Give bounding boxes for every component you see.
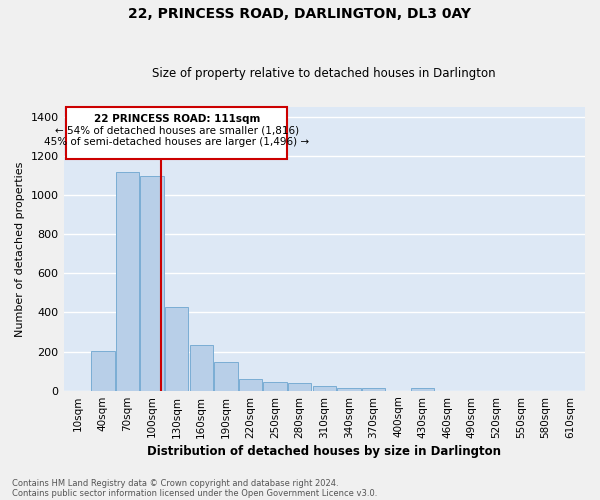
Bar: [337, 388, 361, 390]
Bar: [140, 176, 164, 390]
Text: 45% of semi-detached houses are larger (1,496) →: 45% of semi-detached houses are larger (…: [44, 138, 309, 147]
Y-axis label: Number of detached properties: Number of detached properties: [15, 161, 25, 336]
Bar: [313, 386, 336, 390]
Bar: [362, 388, 385, 390]
Bar: [116, 172, 139, 390]
Text: 22 PRINCESS ROAD: 111sqm: 22 PRINCESS ROAD: 111sqm: [94, 114, 260, 124]
Bar: [190, 344, 213, 391]
X-axis label: Distribution of detached houses by size in Darlington: Distribution of detached houses by size …: [147, 444, 501, 458]
Text: 22, PRINCESS ROAD, DARLINGTON, DL3 0AY: 22, PRINCESS ROAD, DARLINGTON, DL3 0AY: [128, 8, 472, 22]
Bar: [411, 388, 434, 390]
Text: Contains HM Land Registry data © Crown copyright and database right 2024.: Contains HM Land Registry data © Crown c…: [12, 478, 338, 488]
Bar: [263, 382, 287, 390]
Bar: [165, 306, 188, 390]
Bar: [239, 378, 262, 390]
Title: Size of property relative to detached houses in Darlington: Size of property relative to detached ho…: [152, 66, 496, 80]
Bar: [91, 350, 115, 391]
Bar: [288, 384, 311, 390]
FancyBboxPatch shape: [66, 107, 287, 159]
Text: ← 54% of detached houses are smaller (1,816): ← 54% of detached houses are smaller (1,…: [55, 126, 299, 136]
Text: Contains public sector information licensed under the Open Government Licence v3: Contains public sector information licen…: [12, 488, 377, 498]
Bar: [214, 362, 238, 390]
